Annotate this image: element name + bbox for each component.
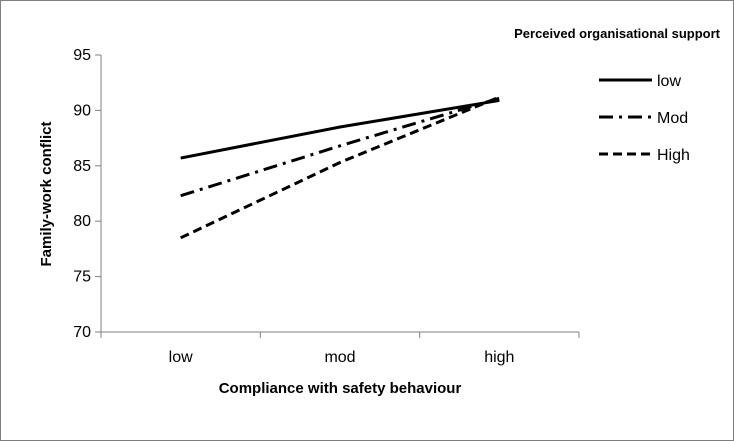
legend-label-high: High — [657, 147, 690, 164]
y-axis-ticks: 70 75 80 85 90 95 — [73, 47, 101, 341]
series-line-low — [180, 98, 500, 160]
series-line-mod — [180, 96, 500, 198]
y-axis-title: Family-work conflict — [38, 121, 55, 266]
x-axis-ticks: low mod high — [100, 332, 580, 366]
series-line-high — [180, 95, 500, 240]
y-tick-label: 85 — [73, 158, 91, 175]
legend-label-mod: Mod — [657, 110, 688, 127]
y-tick-label: 75 — [73, 269, 91, 286]
x-tick-label: mod — [324, 349, 355, 366]
legend-title: Perceived organisational support — [514, 26, 721, 41]
y-tick-label: 90 — [73, 102, 91, 119]
y-tick-label: 95 — [73, 47, 91, 64]
legend-label-low: low — [657, 73, 681, 90]
x-axis-title: Compliance with safety behaviour — [219, 380, 462, 397]
x-tick-label: low — [169, 349, 193, 366]
legend: low Mod High — [599, 73, 690, 164]
axes — [100, 55, 579, 333]
y-tick-label: 80 — [73, 213, 91, 230]
y-tick-label: 70 — [73, 324, 91, 341]
series-lines — [180, 95, 500, 240]
x-tick-label: high — [484, 349, 514, 366]
